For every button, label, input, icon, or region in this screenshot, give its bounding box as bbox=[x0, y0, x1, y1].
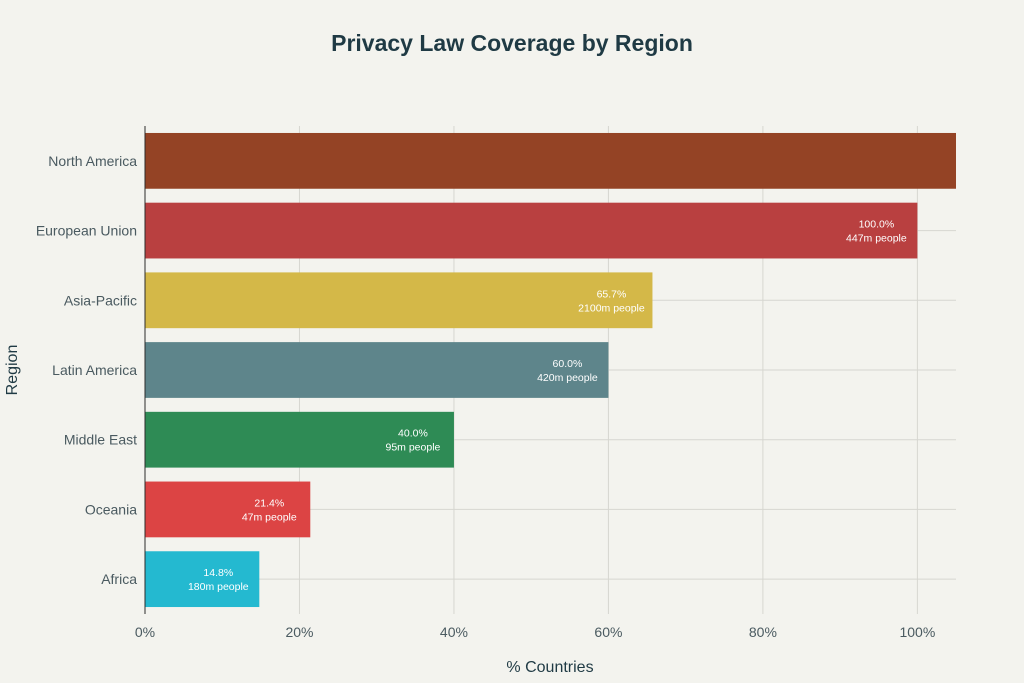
bar[interactable] bbox=[145, 551, 260, 608]
y-tick-label: Africa bbox=[101, 571, 137, 587]
bar[interactable] bbox=[145, 481, 311, 538]
bar[interactable] bbox=[145, 202, 918, 259]
bar[interactable] bbox=[145, 272, 653, 329]
y-tick-label: Oceania bbox=[85, 501, 137, 517]
bar-population-label: 420m people bbox=[537, 372, 598, 384]
bar-population-label: 180m people bbox=[188, 581, 249, 593]
y-tick-label: Latin America bbox=[52, 362, 137, 378]
bar-population-label: 95m people bbox=[386, 442, 441, 454]
bar-value-label: 100.0% bbox=[859, 219, 895, 231]
bar-value-label: 14.8% bbox=[203, 567, 233, 579]
bar-value-label: 60.0% bbox=[553, 358, 583, 370]
x-tick-label: 0% bbox=[135, 624, 155, 640]
y-tick-label: Asia-Pacific bbox=[64, 292, 137, 308]
chart-title: Privacy Law Coverage by Region bbox=[331, 30, 693, 56]
bar-value-label: 65.7% bbox=[597, 288, 627, 300]
x-axis-title: % Countries bbox=[506, 659, 593, 676]
x-tick-label: 80% bbox=[749, 624, 777, 640]
bar-labels: 100.0% 447m people 65.7% 2100m people 60.0% 4… bbox=[188, 219, 907, 594]
bar[interactable] bbox=[145, 411, 454, 468]
y-tick-label: European Union bbox=[36, 223, 137, 239]
bar-population-label: 447m people bbox=[846, 233, 907, 245]
x-tick-labels: 0% 20% 40% 60% 80% 100% bbox=[135, 624, 935, 640]
x-tick-label: 60% bbox=[594, 624, 622, 640]
bar-population-label: 47m people bbox=[242, 511, 297, 523]
bars bbox=[145, 132, 956, 608]
bar[interactable] bbox=[145, 132, 956, 189]
y-axis-title: Region bbox=[4, 345, 21, 396]
bar-value-label: 40.0% bbox=[398, 428, 428, 440]
y-tick-labels: North America European Union Asia-Pacific L… bbox=[36, 153, 137, 587]
bar-population-label: 2100m people bbox=[578, 302, 645, 314]
bar[interactable] bbox=[145, 342, 609, 398]
x-tick-label: 100% bbox=[899, 624, 935, 640]
y-tick-label: North America bbox=[48, 153, 137, 169]
bar-value-label: 21.4% bbox=[254, 497, 284, 509]
x-tick-label: 20% bbox=[285, 624, 313, 640]
y-tick-label: Middle East bbox=[64, 432, 137, 448]
x-tick-label: 40% bbox=[440, 624, 468, 640]
